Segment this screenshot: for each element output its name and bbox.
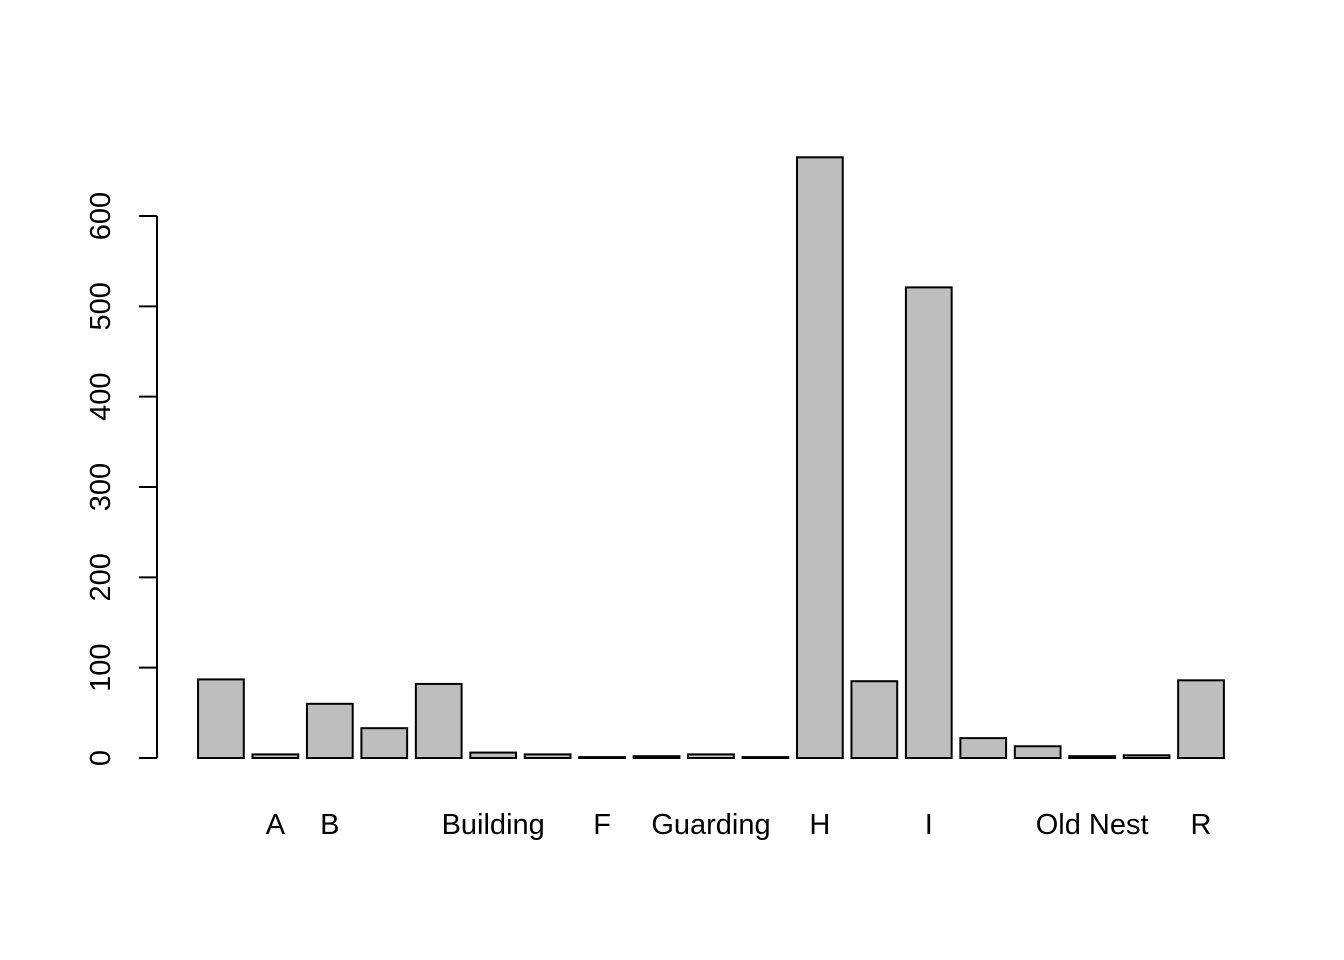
y-tick-label: 100 [85, 643, 117, 691]
x-tick-label: Guarding [651, 809, 770, 841]
bar [360, 727, 409, 760]
bar [850, 680, 899, 759]
bar [578, 756, 626, 759]
bar [414, 682, 463, 759]
bar [251, 753, 300, 759]
bar [796, 156, 844, 760]
y-tick-label: 0 [85, 750, 117, 766]
x-tick-label: H [809, 809, 830, 841]
x-tick-label: I [925, 809, 933, 841]
bar [904, 286, 953, 759]
y-tick-label: 300 [85, 463, 117, 511]
x-tick-label: Old Nest [1036, 809, 1149, 841]
bar [1177, 679, 1225, 760]
bar [469, 751, 518, 759]
y-tick-label: 400 [85, 372, 117, 420]
bar [523, 753, 572, 759]
bar [1068, 755, 1116, 760]
x-tick-label: B [320, 809, 339, 841]
bar [741, 756, 790, 759]
x-tick-label: F [593, 809, 611, 841]
bar [305, 702, 354, 759]
x-tick-label: Building [442, 809, 545, 841]
bar [959, 737, 1008, 759]
bar [687, 753, 735, 759]
y-tick-label: 600 [85, 192, 117, 240]
x-tick-label: R [1191, 809, 1212, 841]
y-tick-label: 500 [85, 282, 117, 330]
bar [1122, 754, 1171, 759]
x-tick-label: A [266, 809, 286, 841]
y-tick-label: 200 [85, 553, 117, 601]
bar [632, 755, 681, 760]
bar [197, 678, 245, 759]
bar [1013, 745, 1062, 759]
